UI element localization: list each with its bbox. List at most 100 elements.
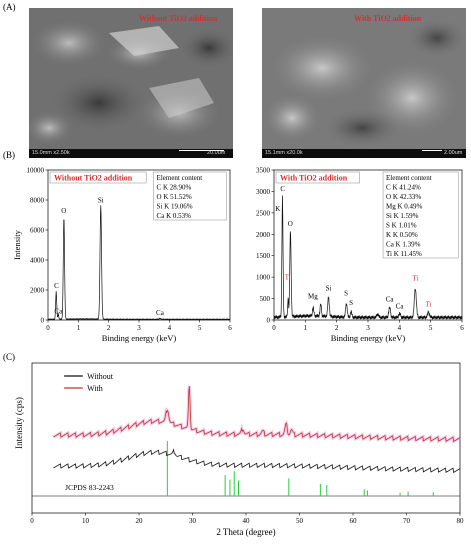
element-content-row: Si K 19.06% bbox=[157, 203, 193, 211]
x-tick-label: 1 bbox=[77, 324, 81, 332]
legend-label-without: Without bbox=[87, 372, 114, 381]
x-tick-label: 50 bbox=[296, 517, 304, 525]
x-tick-label: 2 bbox=[335, 324, 339, 332]
element-content-row: Mg K 0.49% bbox=[386, 203, 423, 211]
sem-texture-right bbox=[262, 8, 466, 158]
y-tick-label: 8000 bbox=[30, 197, 45, 205]
series-without-line bbox=[53, 448, 461, 474]
x-tick-label: 70 bbox=[403, 517, 411, 525]
legend-label-with: With bbox=[87, 384, 103, 393]
panel-label-b: (B) bbox=[3, 150, 15, 160]
xrd-pattern: 0 10 20 30 40 50 60 70 80 JCPDS 83-2243 Without Wit… bbox=[14, 362, 465, 537]
element-content-row: C K 28.90% bbox=[157, 184, 192, 192]
x-tick-label: 40 bbox=[243, 517, 251, 525]
sem-mag-right: 15.1mm x20.0k bbox=[265, 150, 303, 156]
panel-label-a: (A) bbox=[3, 2, 16, 12]
element-content-row: Ti K 11.45% bbox=[386, 250, 422, 258]
peak-label-s: S bbox=[349, 299, 353, 307]
sem-info-bar-right: 15.1mm x20.0k 2.00um bbox=[262, 149, 466, 158]
peak-label-ca: Ca bbox=[54, 308, 63, 316]
x-tick-label: 4 bbox=[398, 324, 402, 332]
spectrum-line bbox=[47, 205, 231, 321]
element-content-row: O K 51.52% bbox=[157, 193, 192, 201]
x-axis-label: 2 Theta (degree) bbox=[216, 527, 275, 537]
peak-label-o: O bbox=[61, 207, 66, 215]
x-tick-label: 0 bbox=[46, 324, 50, 332]
y-tick-label: 3500 bbox=[256, 167, 271, 175]
y-tick-label: 500 bbox=[260, 295, 271, 303]
peak-label-o: O bbox=[288, 220, 293, 228]
x-tick-label: 5 bbox=[198, 324, 202, 332]
x-tick-label: 1 bbox=[304, 324, 308, 332]
y-axis-label: Intensity bbox=[12, 229, 22, 259]
x-tick-label: 0 bbox=[30, 517, 34, 525]
element-content-header: Element content bbox=[157, 174, 203, 182]
element-content-row: Si K 1.59% bbox=[386, 212, 419, 220]
sem-title-with: With TiO2 addition bbox=[354, 14, 422, 23]
scale-bar-left bbox=[179, 150, 224, 151]
y-tick-label: 10000 bbox=[27, 167, 45, 175]
y-tick-label: 0 bbox=[267, 317, 271, 325]
x-tick-label: 6 bbox=[460, 324, 464, 332]
sem-image-with-tio2: With TiO2 addition 15.1mm x20.0k 2.00um bbox=[262, 8, 466, 158]
peak-label-s: S bbox=[344, 289, 348, 297]
title-box bbox=[49, 171, 147, 184]
y-tick-label: 2500 bbox=[256, 209, 271, 217]
y-tick-label: 1500 bbox=[256, 252, 271, 260]
x-tick-label: 60 bbox=[350, 517, 358, 525]
peak-label-si: Si bbox=[98, 197, 104, 205]
chart-title: Without TiO2 addition bbox=[54, 174, 133, 183]
x-tick-label: 20 bbox=[136, 517, 144, 525]
x-tick-label: 6 bbox=[228, 324, 232, 332]
element-content-row: Ca K 0.53% bbox=[157, 212, 192, 220]
peak-label-ti: Ti bbox=[425, 300, 431, 308]
element-content-box bbox=[153, 171, 227, 221]
y-tick-label: 4000 bbox=[30, 257, 45, 265]
eds-spectrum-with: 0 1 2 3 4 5 6 0 500 1000 1500 2000 2500 3000 3500 C KO Ti… bbox=[256, 167, 464, 344]
y-axis-label: Intensity (cps) bbox=[14, 397, 24, 449]
title-box bbox=[275, 171, 360, 184]
y-tick-label: 3000 bbox=[256, 188, 271, 196]
peak-label-c: C bbox=[54, 282, 59, 290]
sem-texture-left bbox=[29, 8, 233, 158]
x-tick-label: 4 bbox=[168, 324, 172, 332]
peak-label-c: C bbox=[280, 185, 285, 193]
x-tick-label: 3 bbox=[137, 324, 141, 332]
sem-info-bar-left: 15.0mm x2.50k 20.0um bbox=[29, 149, 233, 158]
peak-label-ca: Ca bbox=[396, 303, 405, 311]
sem-scale-right: 2.00um bbox=[444, 150, 463, 156]
x-tick-label: 5 bbox=[429, 324, 433, 332]
x-axis-label: Binding energy (keV) bbox=[331, 333, 406, 343]
element-content-box bbox=[382, 171, 459, 259]
spectrum-line bbox=[273, 195, 463, 320]
x-tick-label: 3 bbox=[366, 324, 370, 332]
y-tick-label: 2000 bbox=[256, 231, 271, 239]
chart-title: With TiO2 addition bbox=[280, 174, 348, 183]
element-content-row: O K 42.33% bbox=[386, 193, 421, 201]
scale-bar-right bbox=[422, 150, 442, 151]
element-content-row: S K 1.01% bbox=[386, 222, 417, 230]
y-tick-label: 6000 bbox=[30, 227, 45, 235]
y-tick-label: 0 bbox=[41, 317, 45, 325]
x-tick-label: 10 bbox=[82, 517, 90, 525]
peak-label-k: K bbox=[275, 205, 280, 213]
x-axis-label: Binding energy (keV) bbox=[102, 333, 177, 343]
peak-label-mg: Mg bbox=[308, 293, 318, 301]
series-with-line bbox=[53, 385, 461, 443]
peak-label-ca: Ca bbox=[386, 296, 395, 304]
x-tick-label: 0 bbox=[272, 324, 276, 332]
x-tick-label: 2 bbox=[107, 324, 111, 332]
y-tick-label: 1000 bbox=[256, 274, 271, 282]
x-tick-label: 80 bbox=[457, 517, 465, 525]
reference-label: JCPDS 83-2243 bbox=[65, 483, 114, 492]
element-content-header: Element content bbox=[386, 174, 432, 182]
element-content-row: C K 41.24% bbox=[386, 184, 421, 192]
peak-label-si: Si bbox=[326, 285, 332, 293]
y-tick-label: 2000 bbox=[30, 287, 45, 295]
peak-label-ti: Ti bbox=[412, 274, 418, 282]
sem-mag-left: 15.0mm x2.50k bbox=[32, 150, 70, 156]
sem-title-without: Without TiO2 addition bbox=[139, 14, 218, 23]
x-tick-label: 30 bbox=[189, 517, 197, 525]
peak-label-ti: Ti bbox=[285, 273, 291, 281]
eds-spectrum-without: 0 1 2 3 4 5 6 0 2000 4000 6000 8000 10000 C O Ca Si Ca Bin… bbox=[12, 167, 232, 344]
